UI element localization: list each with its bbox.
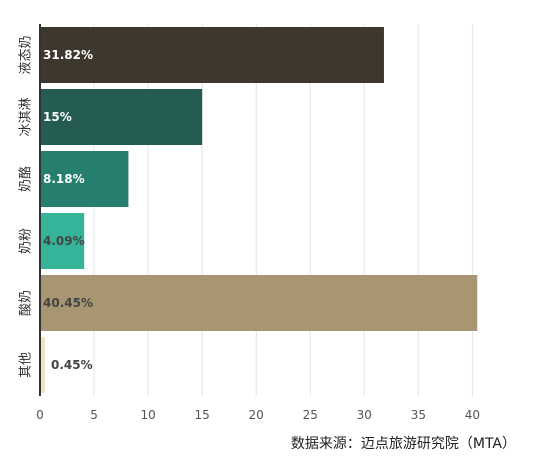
x-tick-label: 25 [303, 408, 318, 422]
category-label: 奶粉 [19, 228, 34, 254]
data-label: 0.45% [51, 358, 93, 372]
x-tick-label: 5 [90, 408, 98, 422]
category-label: 酸奶 [19, 290, 34, 316]
bar [41, 27, 384, 83]
category-label: 冰淇淋 [19, 97, 34, 136]
x-axis-ticks: 0 5 10 15 20 25 30 35 40 [36, 408, 480, 422]
x-tick-label: 0 [36, 408, 44, 422]
bar [41, 89, 203, 145]
data-labels: 31.82% 15% 8.18% 4.09% 40.45% 0.45% [43, 48, 93, 372]
data-label: 8.18% [43, 172, 85, 186]
category-label: 其他 [19, 352, 34, 378]
x-tick-label: 35 [411, 408, 426, 422]
x-tick-label: 10 [140, 408, 155, 422]
data-label: 31.82% [43, 48, 93, 62]
x-tick-label: 40 [465, 408, 480, 422]
x-tick-label: 20 [249, 408, 264, 422]
category-label: 奶酪 [18, 166, 34, 192]
data-label: 40.45% [43, 296, 93, 310]
bars [41, 27, 478, 393]
data-label: 15% [43, 110, 72, 124]
bar [41, 213, 85, 269]
source-note: 数据来源：迈点旅游研究院（MTA） [290, 436, 516, 452]
category-label: 液态奶 [19, 35, 34, 74]
x-tick-label: 30 [357, 408, 372, 422]
x-tick-label: 15 [195, 408, 210, 422]
data-label: 4.09% [43, 234, 85, 248]
bar [41, 337, 45, 393]
gridlines [93, 24, 473, 396]
bar [41, 275, 478, 331]
bar [41, 151, 129, 207]
